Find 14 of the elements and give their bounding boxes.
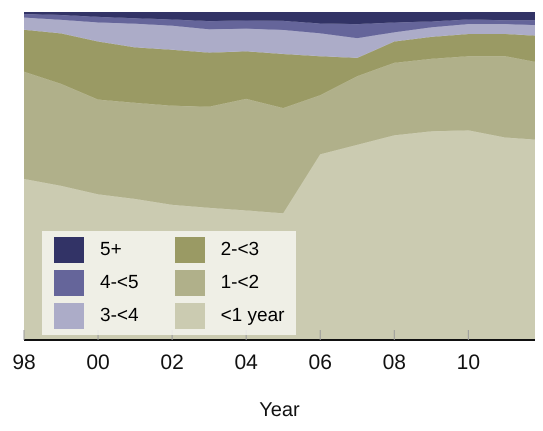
legend-label: 4-<5 bbox=[100, 272, 139, 294]
x-tick-label: 98 bbox=[12, 350, 36, 374]
legend-label: 5+ bbox=[100, 239, 122, 261]
legend-label: 3-<4 bbox=[100, 305, 139, 327]
x-tick-label: 08 bbox=[382, 350, 406, 374]
x-tick-label: 00 bbox=[86, 350, 110, 374]
legend-label: 1-<2 bbox=[220, 272, 260, 294]
legend-label: 2-<3 bbox=[220, 239, 260, 261]
x-tick-label: 02 bbox=[160, 350, 184, 374]
legend-label: <1 year bbox=[220, 305, 284, 327]
x-tick-label: 04 bbox=[234, 350, 258, 374]
x-axis-title: Year bbox=[259, 399, 300, 421]
x-tick-label: 06 bbox=[308, 350, 332, 374]
x-tick-label: 10 bbox=[456, 350, 480, 374]
